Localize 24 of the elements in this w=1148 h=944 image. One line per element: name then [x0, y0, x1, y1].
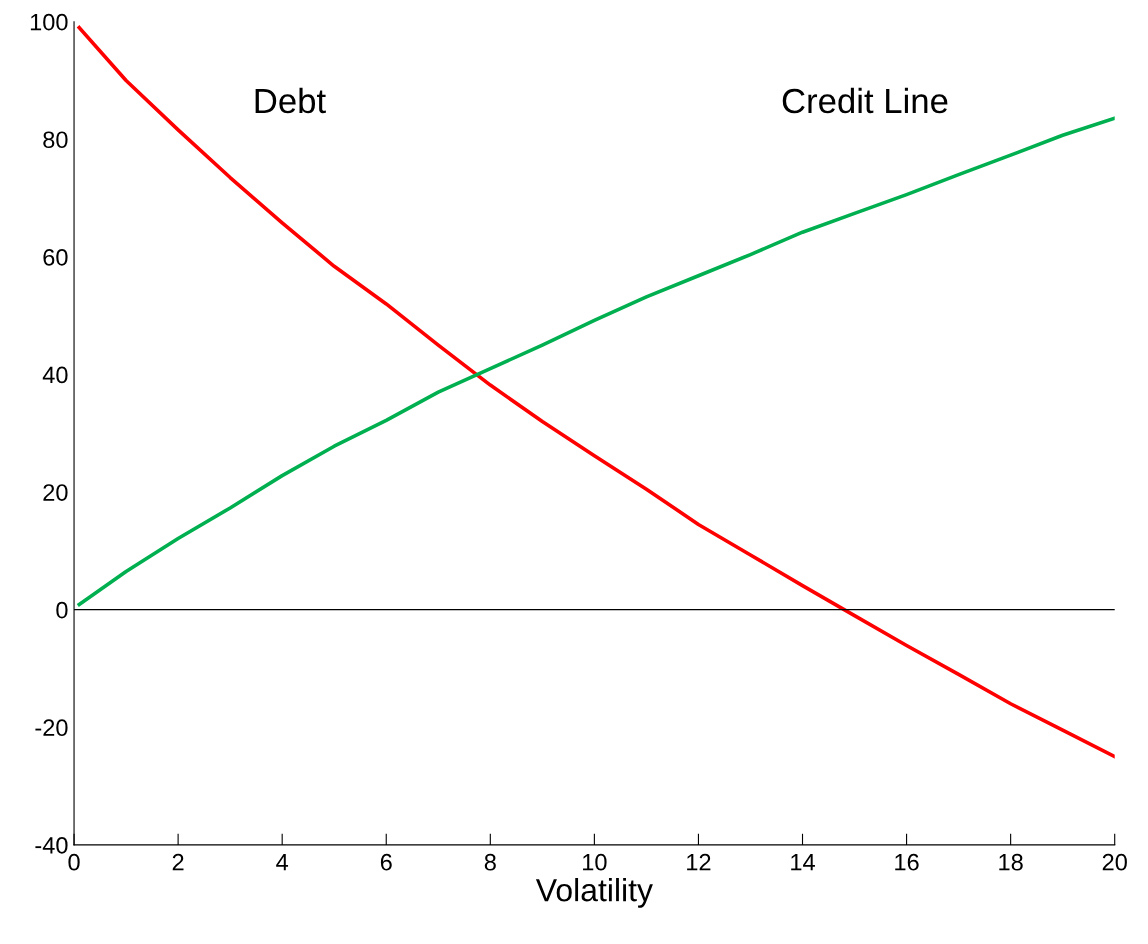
- y-tick-label: -20: [35, 719, 68, 737]
- x-tick-label: 16: [895, 853, 919, 871]
- y-tick-label: 0: [56, 601, 68, 619]
- y-tick-label: 80: [43, 131, 68, 149]
- x-axis-title: Volatility: [535, 878, 653, 908]
- series-label: Debt: [255, 87, 326, 114]
- y-tick-label: -40: [35, 836, 68, 854]
- series-label: Credit Line: [782, 87, 948, 114]
- x-tick-label: 12: [687, 853, 711, 871]
- x-tick-label: 8: [484, 853, 496, 871]
- line-series: [77, 116, 1115, 607]
- x-tick-label: 0: [68, 853, 80, 871]
- line-series: [77, 25, 1115, 759]
- x-tick-label: 4: [276, 854, 289, 871]
- x-tick-label: 14: [791, 854, 815, 871]
- y-tick-label: 40: [42, 366, 68, 384]
- x-tick-label: 2: [172, 853, 184, 871]
- y-tick-label: 100: [30, 13, 68, 31]
- y-tick-label: 60: [43, 248, 68, 266]
- x-tick-label: 18: [999, 853, 1023, 871]
- x-tick-label: 6: [380, 853, 392, 871]
- x-tick-label: 10: [583, 853, 607, 871]
- y-tick-label: 20: [43, 484, 68, 501]
- x-tick-label: 20: [1102, 853, 1127, 871]
